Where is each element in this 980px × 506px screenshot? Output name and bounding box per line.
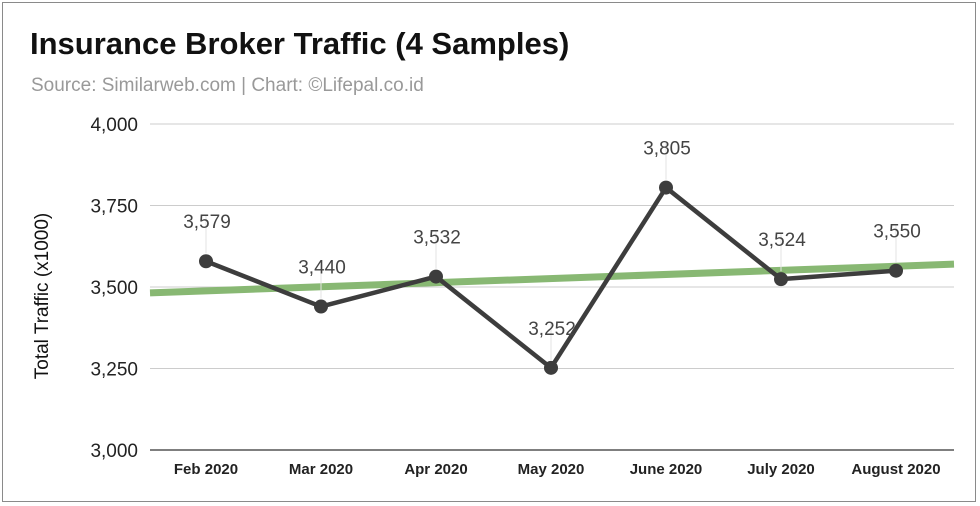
x-axis-tick-labels: Feb 2020 Mar 2020 Apr 2020 May 2020 June 202…: [174, 461, 941, 478]
y-tick-label: 3,750: [90, 197, 138, 218]
data-label: 3,252: [528, 319, 576, 340]
data-point: [429, 269, 443, 284]
y-tick-label: 3,250: [90, 360, 138, 381]
x-tick-label: July 2020: [747, 461, 815, 478]
data-point: [544, 360, 558, 375]
data-labels-group: 3,579 3,440 3,532 3,252 3,805 3,524 3,550: [183, 139, 921, 360]
y-tick-label: 3,000: [90, 441, 138, 462]
data-point: [774, 272, 788, 287]
y-tick-label: 3,500: [90, 278, 138, 299]
data-point: [314, 299, 328, 314]
chart-title: Insurance Broker Traffic (4 Samples): [30, 26, 570, 61]
data-point: [659, 180, 673, 195]
data-label: 3,579: [183, 212, 231, 233]
data-point: [199, 254, 213, 269]
x-tick-label: August 2020: [851, 461, 940, 478]
data-label: 3,550: [873, 222, 921, 243]
x-tick-label: Apr 2020: [404, 461, 467, 478]
y-tick-label: 4,000: [90, 115, 138, 136]
data-label: 3,440: [298, 258, 346, 279]
y-axis-title: Total Traffic (x1000): [32, 213, 53, 380]
data-label: 3,524: [758, 230, 806, 251]
data-label: 3,532: [413, 228, 461, 249]
x-tick-label: June 2020: [630, 461, 703, 478]
x-tick-label: Mar 2020: [289, 461, 353, 478]
y-axis-tick-labels: 3,000 3,250 3,500 3,750 4,000: [90, 115, 138, 462]
x-tick-label: May 2020: [518, 461, 585, 478]
data-label: 3,805: [643, 139, 691, 160]
series-group: [199, 180, 903, 375]
x-tick-label: Feb 2020: [174, 461, 238, 478]
data-point: [889, 263, 903, 278]
trendline: [149, 260, 955, 297]
trendline-group: [149, 260, 955, 297]
chart-subtitle: Source: Similarweb.com | Chart: ©Lifepal…: [31, 75, 424, 96]
